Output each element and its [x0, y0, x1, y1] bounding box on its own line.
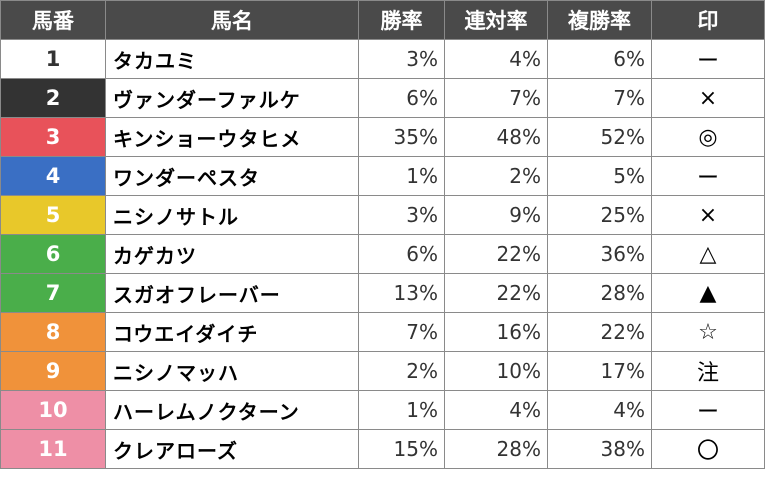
- rentai-rate: 4%: [444, 39, 548, 79]
- rentai-rate: 16%: [444, 312, 548, 352]
- horse-name: タカユミ: [105, 39, 359, 79]
- prediction-mark: 注: [651, 351, 765, 391]
- win-rate: 3%: [358, 195, 445, 235]
- rentai-rate: 4%: [444, 390, 548, 430]
- horse-name: ニシノマッハ: [105, 351, 359, 391]
- prediction-mark: ー: [651, 390, 765, 430]
- horse-number: 3: [0, 117, 106, 157]
- horse-name: カゲカツ: [105, 234, 359, 274]
- table-row: 3 キンショーウタヒメ 35% 48% 52% ◎: [0, 117, 765, 157]
- prediction-table: 馬番 馬名 勝率 連対率 複勝率 印 1 タカユミ 3% 4% 6% ー 2 ヴァンダーファ…: [0, 0, 765, 469]
- header-rentai-rate: 連対率: [444, 0, 548, 40]
- win-rate: 2%: [358, 351, 445, 391]
- table-row: 9 ニシノマッハ 2% 10% 17% 注: [0, 351, 765, 391]
- horse-number: 6: [0, 234, 106, 274]
- header-fukusho-rate: 複勝率: [547, 0, 652, 40]
- horse-name: キンショーウタヒメ: [105, 117, 359, 157]
- horse-name: コウエイダイチ: [105, 312, 359, 352]
- horse-number: 4: [0, 156, 106, 196]
- prediction-mark: ×: [651, 78, 765, 118]
- header-mark: 印: [651, 0, 765, 40]
- fukusho-rate: 25%: [547, 195, 652, 235]
- prediction-mark: ×: [651, 195, 765, 235]
- table-row: 1 タカユミ 3% 4% 6% ー: [0, 39, 765, 79]
- horse-name: スガオフレーバー: [105, 273, 359, 313]
- horse-number: 5: [0, 195, 106, 235]
- horse-number: 9: [0, 351, 106, 391]
- table-row: 5 ニシノサトル 3% 9% 25% ×: [0, 195, 765, 235]
- table-row: 4 ワンダーペスタ 1% 2% 5% ー: [0, 156, 765, 196]
- header-row: 馬番 馬名 勝率 連対率 複勝率 印: [0, 0, 765, 40]
- rentai-rate: 7%: [444, 78, 548, 118]
- fukusho-rate: 36%: [547, 234, 652, 274]
- prediction-mark: △: [651, 234, 765, 274]
- fukusho-rate: 38%: [547, 429, 652, 469]
- prediction-mark: ☆: [651, 312, 765, 352]
- prediction-mark: ▲: [651, 273, 765, 313]
- win-rate: 6%: [358, 78, 445, 118]
- table-row: 8 コウエイダイチ 7% 16% 22% ☆: [0, 312, 765, 352]
- win-rate: 35%: [358, 117, 445, 157]
- header-name: 馬名: [105, 0, 359, 40]
- table-row: 11 クレアローズ 15% 28% 38% 〇: [0, 429, 765, 469]
- fukusho-rate: 17%: [547, 351, 652, 391]
- rentai-rate: 2%: [444, 156, 548, 196]
- fukusho-rate: 52%: [547, 117, 652, 157]
- win-rate: 13%: [358, 273, 445, 313]
- table-row: 7 スガオフレーバー 13% 22% 28% ▲: [0, 273, 765, 313]
- rentai-rate: 22%: [444, 273, 548, 313]
- fukusho-rate: 28%: [547, 273, 652, 313]
- fukusho-rate: 22%: [547, 312, 652, 352]
- win-rate: 7%: [358, 312, 445, 352]
- table-row: 10 ハーレムノクターン 1% 4% 4% ー: [0, 390, 765, 430]
- win-rate: 15%: [358, 429, 445, 469]
- header-win-rate: 勝率: [358, 0, 445, 40]
- prediction-mark: ー: [651, 39, 765, 79]
- prediction-mark: ー: [651, 156, 765, 196]
- table-body: 1 タカユミ 3% 4% 6% ー 2 ヴァンダーファルケ 6% 7% 7% × 3 キンショーウタヒ…: [0, 39, 765, 469]
- rentai-rate: 22%: [444, 234, 548, 274]
- win-rate: 6%: [358, 234, 445, 274]
- fukusho-rate: 7%: [547, 78, 652, 118]
- table-row: 2 ヴァンダーファルケ 6% 7% 7% ×: [0, 78, 765, 118]
- win-rate: 1%: [358, 390, 445, 430]
- horse-number: 11: [0, 429, 106, 469]
- prediction-mark: ◎: [651, 117, 765, 157]
- fukusho-rate: 6%: [547, 39, 652, 79]
- rentai-rate: 48%: [444, 117, 548, 157]
- horse-number: 10: [0, 390, 106, 430]
- prediction-mark: 〇: [651, 429, 765, 469]
- table-row: 6 カゲカツ 6% 22% 36% △: [0, 234, 765, 274]
- horse-number: 2: [0, 78, 106, 118]
- horse-number: 1: [0, 39, 106, 79]
- rentai-rate: 28%: [444, 429, 548, 469]
- win-rate: 1%: [358, 156, 445, 196]
- horse-name: ヴァンダーファルケ: [105, 78, 359, 118]
- horse-name: ニシノサトル: [105, 195, 359, 235]
- horse-number: 8: [0, 312, 106, 352]
- horse-name: ワンダーペスタ: [105, 156, 359, 196]
- rentai-rate: 10%: [444, 351, 548, 391]
- win-rate: 3%: [358, 39, 445, 79]
- horse-name: ハーレムノクターン: [105, 390, 359, 430]
- horse-number: 7: [0, 273, 106, 313]
- horse-name: クレアローズ: [105, 429, 359, 469]
- header-num: 馬番: [0, 0, 106, 40]
- fukusho-rate: 5%: [547, 156, 652, 196]
- rentai-rate: 9%: [444, 195, 548, 235]
- fukusho-rate: 4%: [547, 390, 652, 430]
